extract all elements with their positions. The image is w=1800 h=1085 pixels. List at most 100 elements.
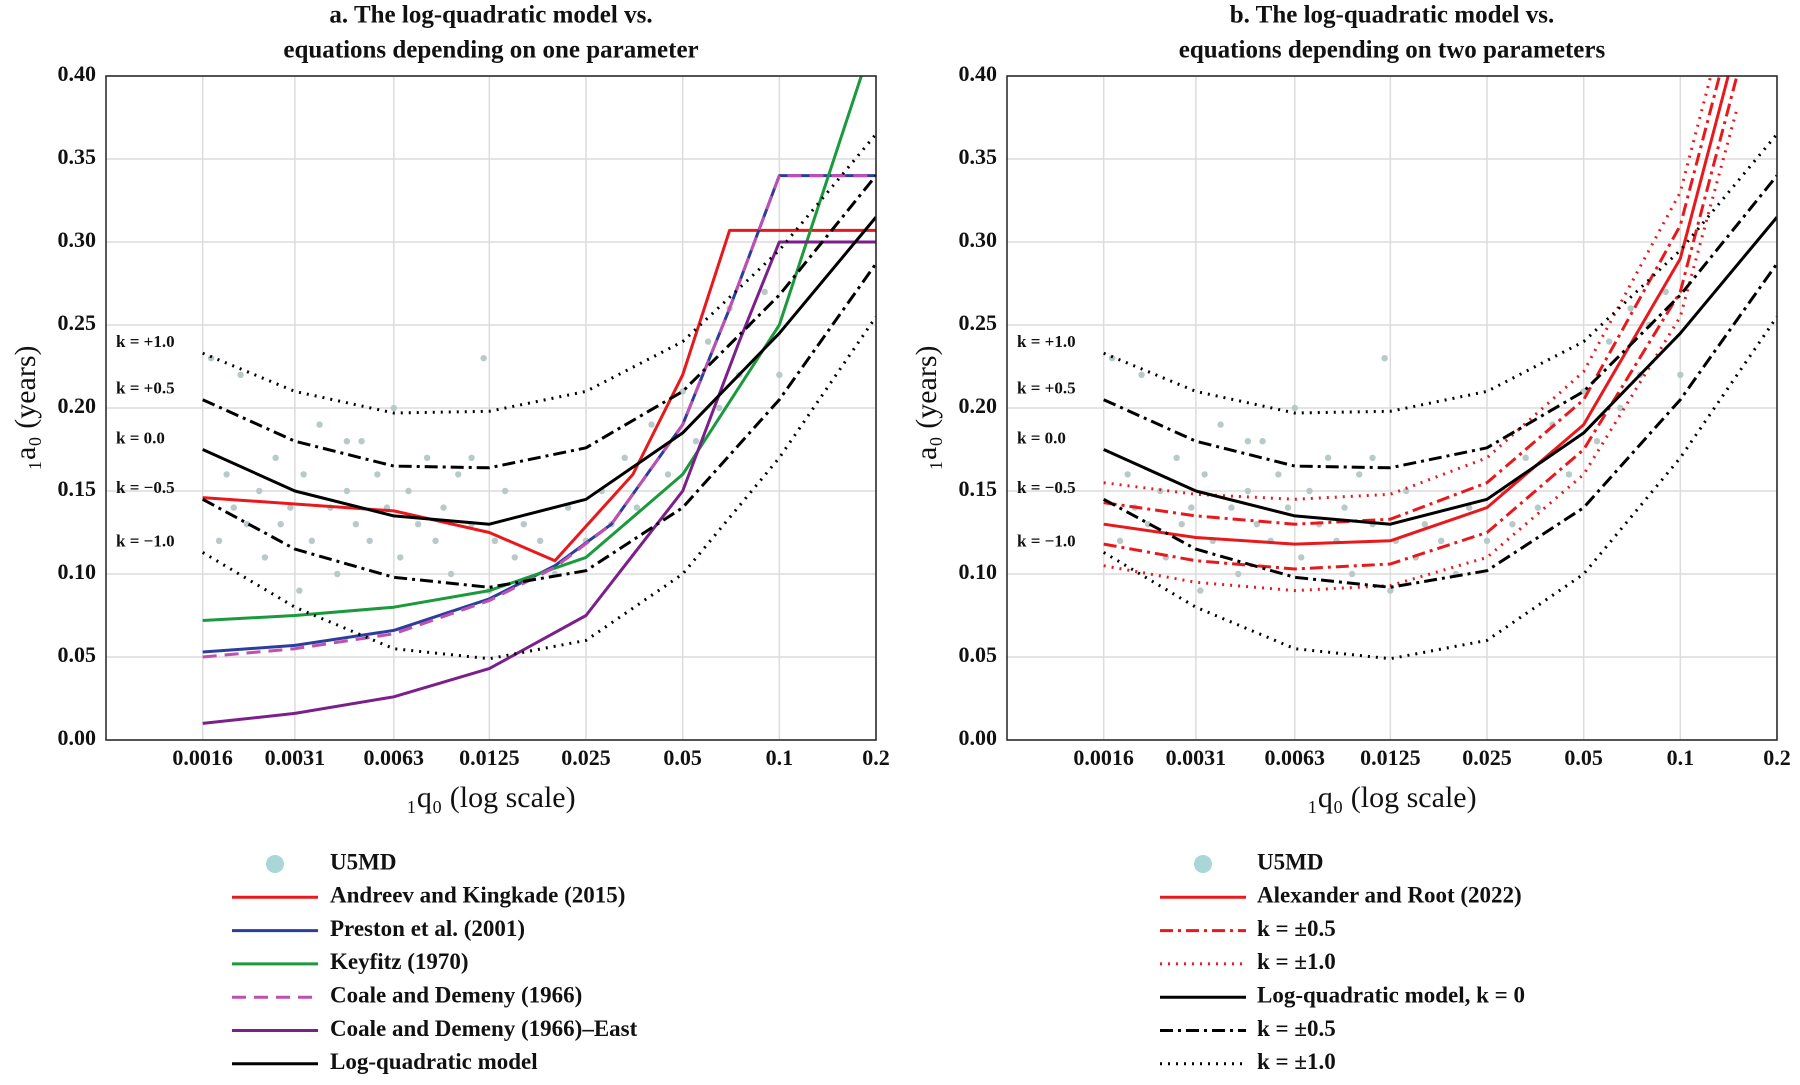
legend-label: k = ±1.0 (1257, 1049, 1336, 1074)
y-tick-label: 0.00 (959, 725, 998, 750)
scatter-point (1124, 471, 1131, 478)
y-tick-label: 0.25 (58, 310, 97, 335)
scatter-point (692, 438, 700, 445)
line-series (202, 76, 863, 622)
scatter-point (1235, 570, 1242, 578)
scatter-point (300, 471, 307, 478)
line-series (202, 240, 876, 725)
y-tick-label: 0.20 (58, 393, 97, 418)
scatter-point (1421, 521, 1428, 528)
legend-label: Log-quadratic model (330, 1049, 538, 1074)
y-tick-label: 0.30 (58, 227, 97, 252)
x-tick-label: 0.2 (862, 745, 890, 770)
x-tick-label: 0.0125 (459, 745, 520, 770)
scatter-point (1522, 454, 1529, 461)
scatter-point (272, 454, 279, 461)
scatter-point (1341, 504, 1348, 511)
scatter-point (511, 554, 518, 561)
scatter-point (1244, 487, 1252, 495)
y-tick-label: 0.35 (58, 144, 97, 169)
scatter-point (1483, 537, 1491, 544)
scatter-point (397, 554, 404, 561)
x-tick-label: 0.1 (1667, 745, 1695, 770)
x-tick-label: 0.05 (1564, 745, 1603, 770)
scatter-point (648, 421, 655, 428)
line-series (1103, 216, 1777, 526)
scatter-point (491, 537, 499, 544)
plot-frame (105, 75, 877, 741)
scatter-point (296, 587, 303, 594)
curve-label: k = +1.0 (1017, 332, 1076, 351)
line-series (1103, 76, 1730, 546)
scatter-point (366, 537, 373, 544)
scatter-point (1369, 454, 1376, 461)
line-series (202, 133, 876, 415)
scatter-point (1298, 554, 1305, 561)
scatter-point (1197, 587, 1204, 594)
scatter-point (1381, 355, 1388, 362)
y-tick-label: 0.10 (58, 559, 97, 584)
x-tick-label: 0.0016 (1073, 745, 1134, 770)
scatter-point (343, 438, 351, 445)
scatter-point (1138, 371, 1145, 378)
plot-area (1102, 76, 1777, 661)
scatter-point (664, 471, 672, 478)
scatter-point (1291, 404, 1298, 412)
y-axis-label: ₁a₀ (years) (9, 345, 42, 470)
scatter-point (1402, 487, 1410, 495)
curve-label: k = 0.0 (1017, 428, 1066, 447)
curve-label: k = −0.5 (1017, 478, 1076, 497)
scatter-point (564, 504, 572, 511)
scatter-point (536, 537, 544, 544)
scatter-point (716, 404, 723, 412)
line-series (202, 174, 876, 659)
scatter-point (1284, 504, 1292, 511)
y-tick-label: 0.25 (959, 310, 998, 335)
scatter-point (1387, 587, 1394, 594)
scatter-point (1662, 288, 1669, 295)
legend-marker (266, 855, 284, 873)
scatter-point (215, 537, 223, 544)
scatter-point (1324, 454, 1332, 461)
panel: b. The log-quadratic model vs. equations … (910, 2, 1791, 1074)
chart-title: b. The log-quadratic model vs. (1230, 2, 1555, 29)
scatter-point (1534, 504, 1542, 511)
x-tick-label: 0.025 (561, 745, 611, 770)
curve-label: k = +0.5 (1017, 379, 1076, 398)
legend-label: U5MD (330, 849, 396, 874)
scatter-point (633, 504, 641, 511)
plot-area (201, 76, 876, 725)
scatter-point (468, 454, 475, 461)
legend-label: U5MD (1257, 849, 1323, 874)
line-series (201, 315, 876, 661)
legend-label: Keyfitz (1970) (330, 949, 469, 974)
scatter-point (621, 454, 628, 461)
scatter-point (440, 504, 447, 511)
scatter-point (230, 504, 237, 511)
panel: a. The log-quadratic model vs. equations … (9, 2, 890, 1074)
scatter-point (432, 537, 439, 544)
legend-label: k = ±0.5 (1257, 1016, 1336, 1041)
scatter-point (1356, 471, 1363, 478)
scatter-point (334, 570, 341, 578)
scatter-point (1259, 438, 1266, 445)
scatter-point (223, 471, 230, 478)
scatter-point (1244, 438, 1252, 445)
scatter-point (277, 521, 284, 528)
scatter-point (501, 487, 509, 495)
y-tick-label: 0.15 (58, 476, 97, 501)
scatter-point (405, 487, 412, 495)
scatter-point (1173, 454, 1180, 461)
curve-label: k = −0.5 (116, 478, 175, 497)
y-axis-label: ₁a₀ (years) (910, 345, 943, 470)
scatter-point (1465, 504, 1473, 511)
scatter-point (1178, 521, 1185, 528)
scatter-point (1677, 371, 1684, 378)
legend-label: Coale and Demeny (1966)–East (330, 1016, 638, 1041)
plot-frame (1006, 75, 1778, 741)
scatter-point (1565, 471, 1573, 478)
scatter-point (1348, 570, 1356, 578)
chart-title: a. The log-quadratic model vs. (329, 2, 652, 29)
scatter-point (1217, 421, 1224, 428)
